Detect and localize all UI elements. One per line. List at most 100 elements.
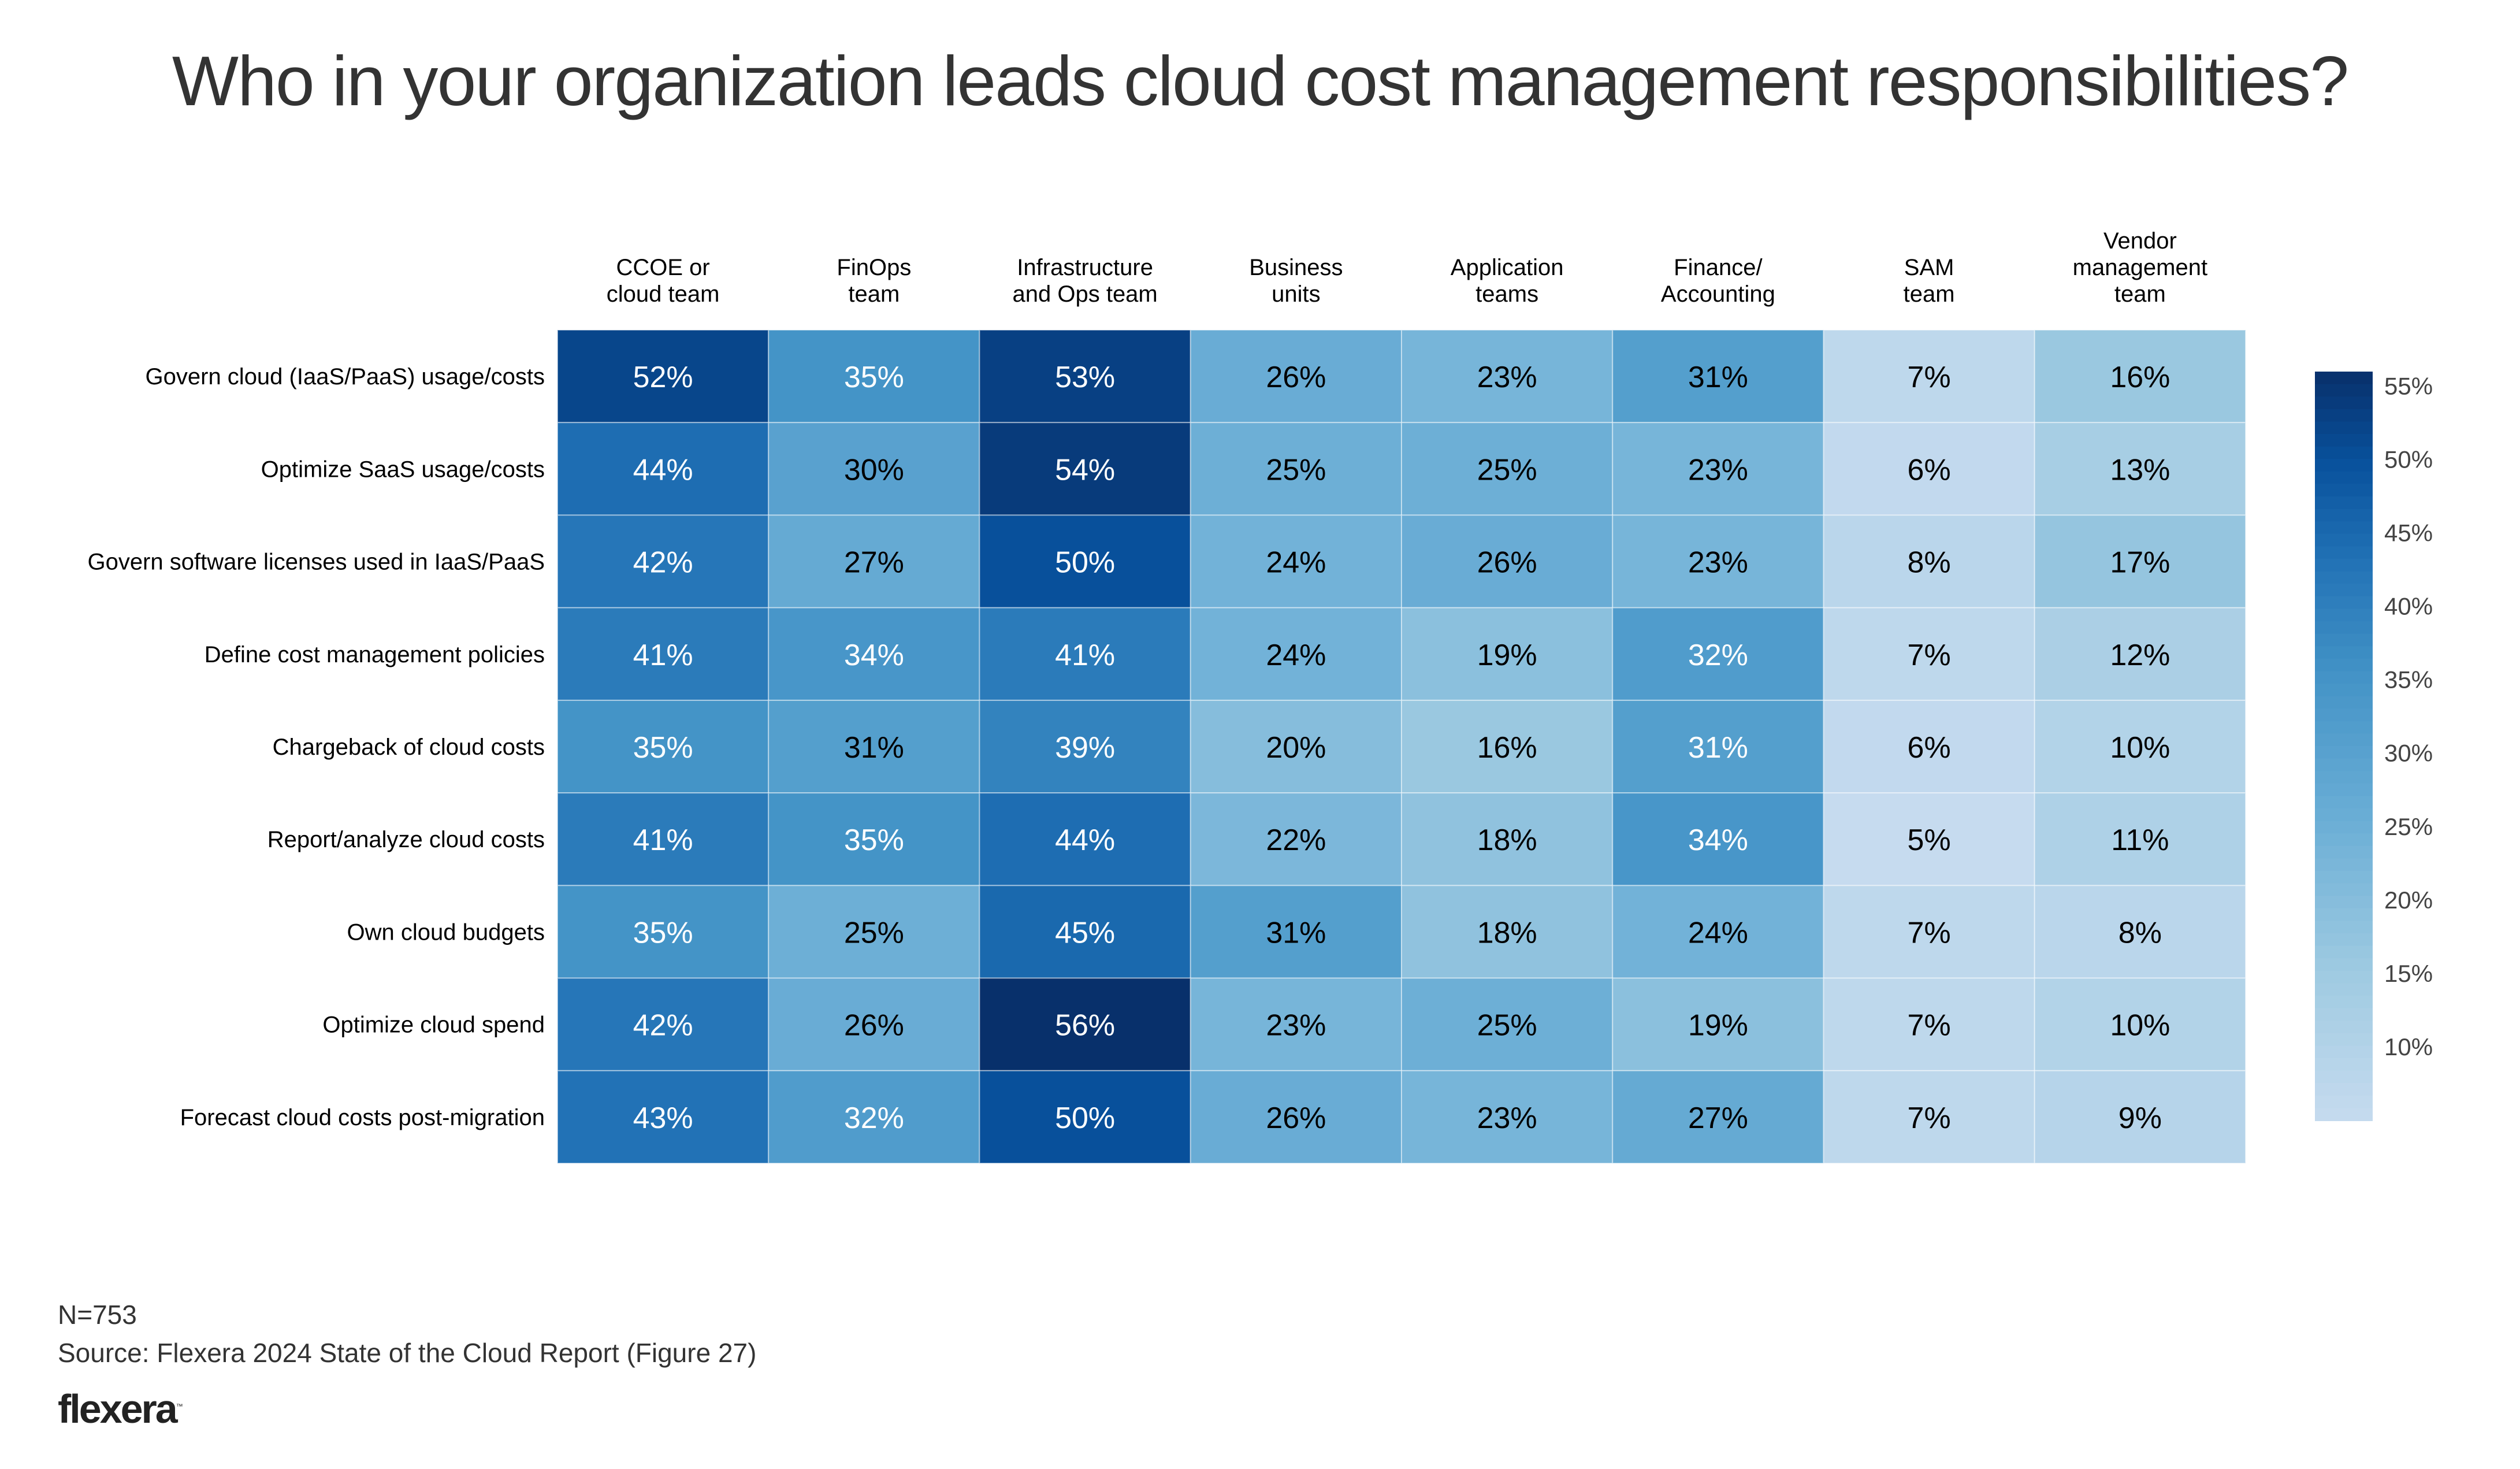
cell-value-label: 41% <box>633 823 693 857</box>
cell-value-label: 35% <box>844 823 904 857</box>
cell-value-label: 26% <box>1266 361 1326 394</box>
cell-value-label: 8% <box>2118 916 2162 949</box>
cell-value-label: 7% <box>1908 1101 1951 1135</box>
heatmap-cell <box>1823 329 2035 424</box>
heatmap-cell <box>1612 977 1824 1071</box>
colorbar-segment <box>2315 746 2373 759</box>
heatmap-cell <box>1190 1070 1402 1164</box>
row-label: Govern software licenses used in IaaS/Pa… <box>87 550 545 575</box>
colorbar-segment <box>2315 983 2373 996</box>
heatmap-cell <box>1612 422 1824 516</box>
cell-value-label: 7% <box>1908 916 1951 949</box>
colorbar-tick-label: 15% <box>2384 960 2433 987</box>
cell-value-label: 27% <box>1688 1101 1748 1135</box>
heatmap-cell <box>979 885 1191 979</box>
cell-value-label: 7% <box>1908 1009 1951 1043</box>
colorbar-segment <box>2315 658 2373 672</box>
cell-value-label: 9% <box>2118 1101 2162 1135</box>
heatmap-cell <box>557 792 770 886</box>
heatmap-cell <box>1823 699 2035 794</box>
colorbar-segment <box>2315 721 2373 734</box>
cell-value-label: 39% <box>1055 731 1115 765</box>
colorbar-segment <box>2315 1108 2373 1121</box>
colorbar-segment <box>2315 646 2373 659</box>
cell-value-label: 26% <box>1266 1101 1326 1135</box>
colorbar-segment <box>2315 546 2373 559</box>
colorbar-segment <box>2315 733 2373 747</box>
cell-value-label: 7% <box>1908 361 1951 394</box>
heatmap-cell <box>1823 977 2035 1071</box>
heatmap-cell <box>1823 792 2035 886</box>
colorbar-segment <box>2315 684 2373 697</box>
heatmap-cell <box>768 329 980 424</box>
heatmap-cell <box>1190 885 1402 979</box>
heatmap-cell <box>2034 1070 2246 1164</box>
row-label: Define cost management policies <box>205 642 545 667</box>
heatmap-cell <box>557 514 770 609</box>
cell-value-label: 22% <box>1266 823 1326 857</box>
row-label: Forecast cloud costs post-migration <box>180 1105 545 1130</box>
heatmap-cell <box>979 514 1191 609</box>
colorbar-segment <box>2315 609 2373 622</box>
heatmap-cell <box>1823 514 2035 609</box>
heatmap-cell <box>768 885 980 979</box>
source-note: Source: Flexera 2024 State of the Cloud … <box>58 1338 757 1368</box>
heatmap-cell <box>1823 607 2035 701</box>
heatmap-cell <box>768 699 980 794</box>
heatmap-cell <box>979 1070 1191 1164</box>
cell-value-label: 23% <box>1688 453 1748 487</box>
cell-value-label: 19% <box>1688 1009 1748 1043</box>
colorbar-segment <box>2315 671 2373 684</box>
colorbar-segment <box>2315 496 2373 510</box>
heatmap-cell <box>2034 422 2246 516</box>
cell-value-label: 27% <box>844 546 904 580</box>
flexera-logo: flexera™ <box>58 1386 183 1432</box>
colorbar-segment <box>2315 845 2373 859</box>
colorbar-segment <box>2315 896 2373 909</box>
cell-value-label: 24% <box>1266 546 1326 580</box>
colorbar-segment <box>2315 1058 2373 1071</box>
trademark-mark: ™ <box>176 1402 183 1411</box>
cell-value-label: 23% <box>1266 1009 1326 1043</box>
cell-value-label: 32% <box>844 1101 904 1135</box>
colorbar-segment <box>2315 1045 2373 1059</box>
cell-value-label: 5% <box>1908 823 1951 857</box>
colorbar-segment <box>2315 559 2373 572</box>
colorbar-segment <box>2315 696 2373 710</box>
cell-value-label: 42% <box>633 1009 693 1043</box>
heatmap-cell <box>1823 885 2035 979</box>
cell-value-label: 54% <box>1055 453 1115 487</box>
colorbar-tick-label: 35% <box>2384 666 2433 693</box>
cell-value-label: 31% <box>1688 731 1748 765</box>
cell-value-label: 18% <box>1477 823 1537 857</box>
colorbar-segment <box>2315 858 2373 871</box>
cell-value-label: 50% <box>1055 546 1115 580</box>
column-header-label: cloud team <box>607 281 720 307</box>
cell-value-label: 17% <box>2110 546 2170 580</box>
colorbar-segment <box>2315 533 2373 547</box>
colorbar-segment <box>2315 434 2373 447</box>
colorbar-segment <box>2315 396 2373 410</box>
cell-value-label: 25% <box>1477 453 1537 487</box>
column-header-label: Infrastructure <box>1017 255 1153 280</box>
heatmap-cell <box>1401 885 1614 979</box>
colorbar-segment <box>2315 621 2373 635</box>
colorbar-segment <box>2315 1095 2373 1109</box>
heatmap-cell <box>2034 699 2246 794</box>
colorbar-segment <box>2315 1033 2373 1047</box>
colorbar-segment <box>2315 796 2373 809</box>
row-label: Chargeback of cloud costs <box>273 734 545 760</box>
column-header-label: management <box>2073 255 2207 280</box>
row-label: Optimize SaaS usage/costs <box>261 457 545 482</box>
heatmap-cell <box>979 329 1191 424</box>
cell-value-label: 41% <box>633 639 693 672</box>
column-header-label: CCOE or <box>616 255 710 280</box>
cell-value-label: 18% <box>1477 916 1537 949</box>
cell-value-label: 53% <box>1055 361 1115 394</box>
cell-value-label: 35% <box>633 916 693 949</box>
colorbar-segment <box>2315 633 2373 647</box>
cell-value-label: 20% <box>1266 731 1326 765</box>
heatmap-cell <box>557 699 770 794</box>
cell-value-label: 35% <box>844 361 904 394</box>
colorbar-segment <box>2315 596 2373 610</box>
